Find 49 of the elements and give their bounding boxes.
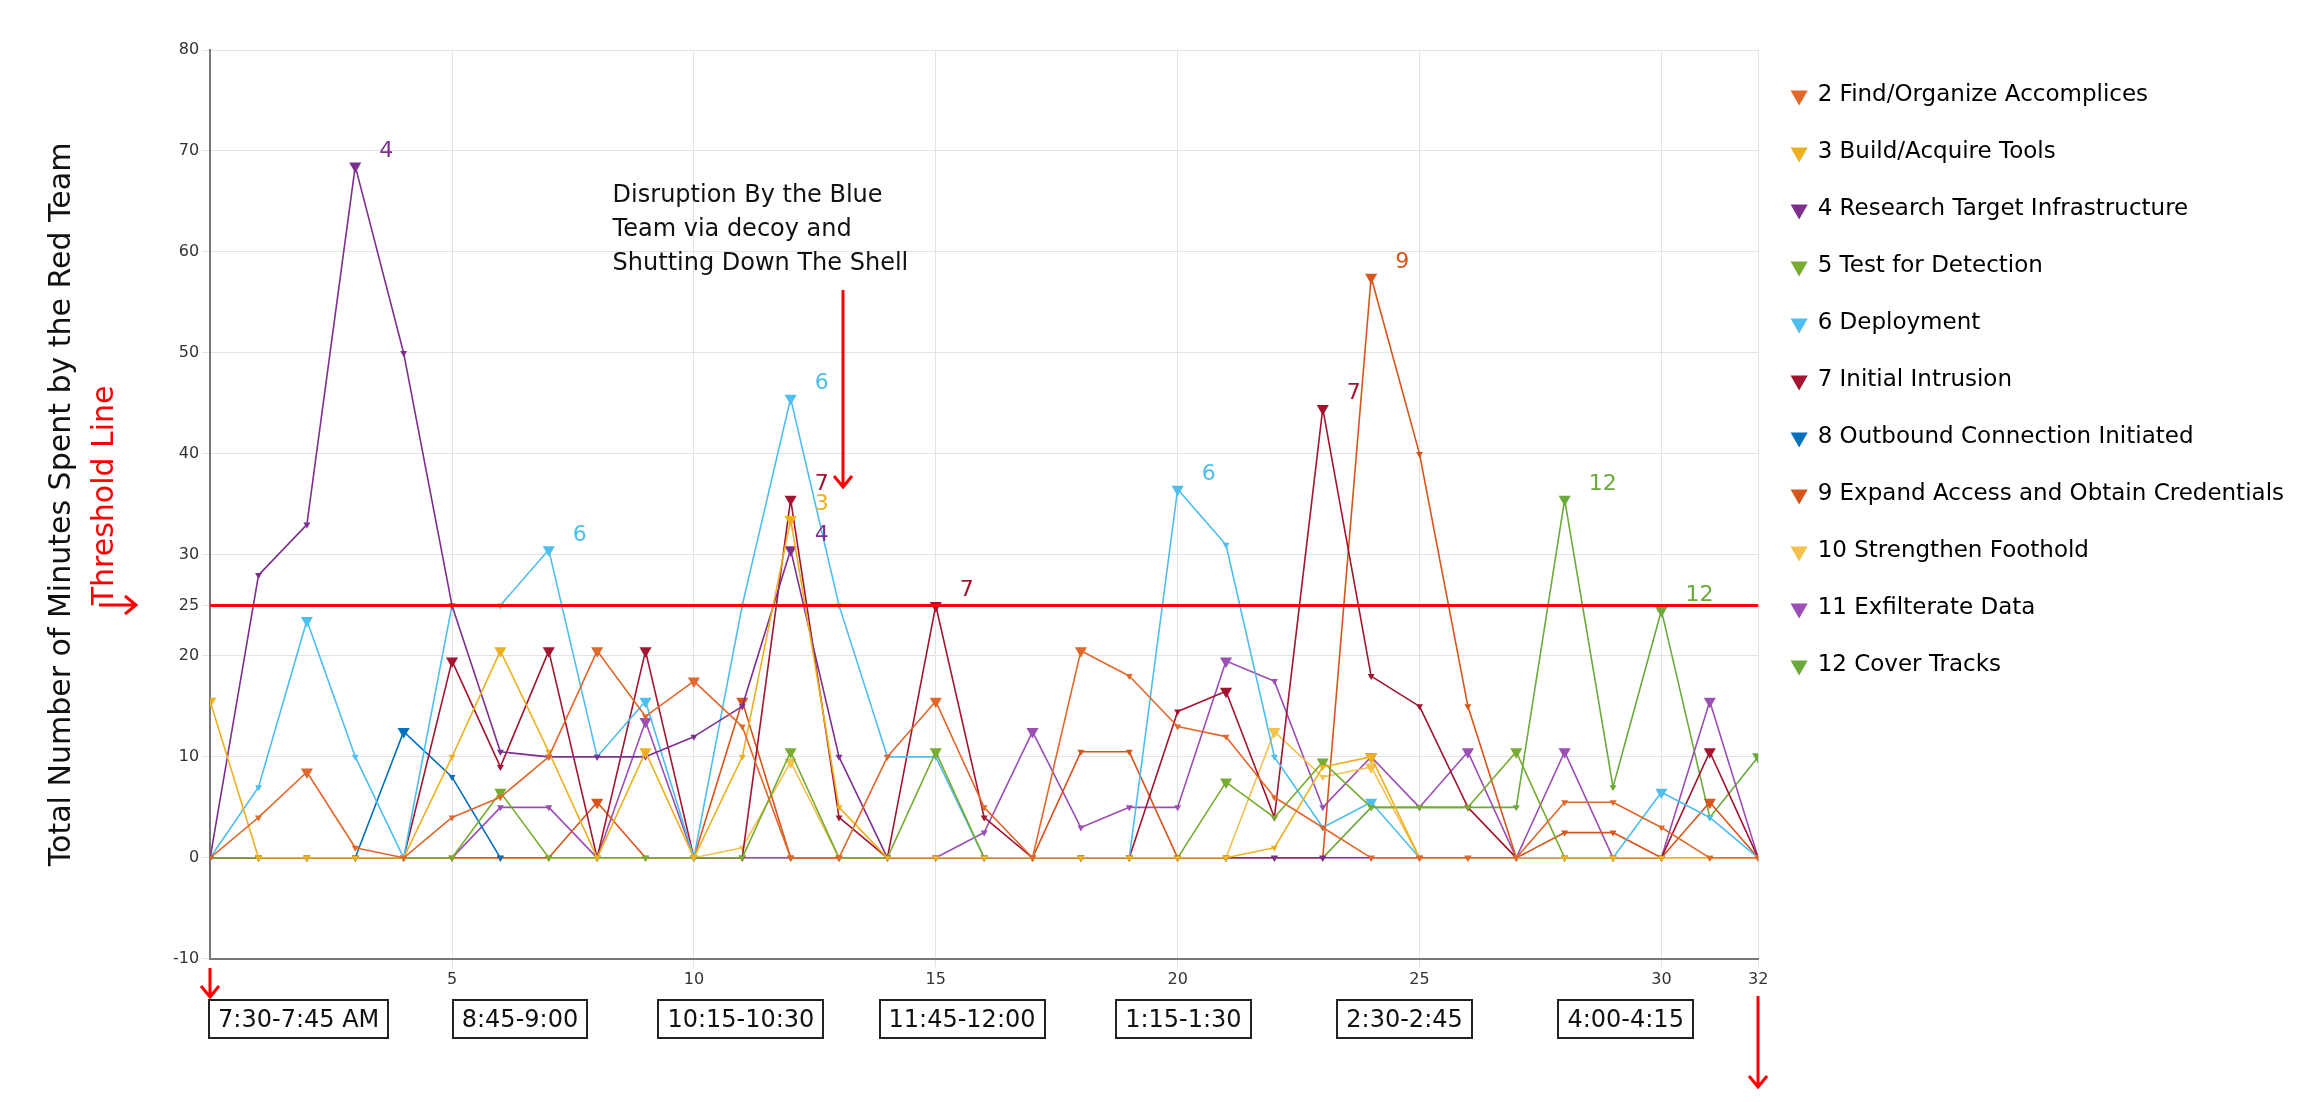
x-tick-label: 25: [1409, 968, 1430, 988]
text: 7:30-7:45 AM: [208, 998, 390, 1039]
y-tick-label: 40: [178, 443, 200, 463]
legend-label: 12 Cover Tracks: [1817, 650, 2002, 677]
x-tick-label: 10: [683, 968, 705, 988]
annotation: 7: [959, 576, 974, 602]
annotation: 12: [1588, 470, 1617, 496]
y-tick-label: 80: [178, 39, 200, 59]
y-tick-label: 25: [178, 594, 200, 614]
annotation: Disruption By the Blue Team via decoy and Shutting Down The Shell: [612, 179, 910, 279]
legend-label: 8 Outbound Connection Initiated: [1817, 422, 2194, 449]
annotation: 6: [572, 520, 587, 546]
y-tick-label: 0: [188, 846, 200, 866]
legend-label: 2 Find/Organize Accomplices: [1817, 80, 2149, 107]
legend-label: 11 Exfilterate Data: [1817, 593, 2036, 620]
x-tick-label: 15: [925, 968, 946, 988]
x-tick-label: 20: [1167, 968, 1188, 988]
y-tick-label: -10: [172, 947, 200, 967]
annotation: 3: [814, 490, 829, 516]
x-tick-label: 30: [1651, 968, 1672, 988]
ref-line-label: Threshold Line: [84, 385, 120, 607]
y-tick-label: 10: [178, 746, 200, 765]
legend-label: 7 Initial Intrusion: [1817, 365, 2012, 392]
legend-label: 5 Test for Detection: [1817, 251, 2043, 278]
text: 4:00-4:15: [1557, 998, 1694, 1039]
annotation: 6: [814, 369, 829, 395]
annotation: 4: [379, 136, 394, 162]
x-tick-label: 32: [1747, 968, 1769, 988]
legend-label: 3 Build/Acquire Tools: [1817, 137, 2056, 164]
y-tick-label: 60: [178, 241, 200, 261]
annotation: 9: [1395, 247, 1410, 273]
y-tick-label: 30: [178, 544, 200, 564]
y-tick-label: 20: [178, 645, 200, 665]
y-tick-label: 50: [178, 342, 200, 362]
annotation: 7: [1346, 379, 1361, 405]
text: 8:45-9:00: [451, 998, 589, 1039]
annotation: 6: [1201, 459, 1216, 485]
y-axis-title: Total Number of Minutes Spent by the Red Team: [41, 142, 77, 868]
text: 2:30-2:45: [1336, 998, 1473, 1039]
annotation: 12: [1685, 581, 1714, 607]
legend-label: 6 Deployment: [1817, 308, 1981, 335]
text: 10:15-10:30: [657, 998, 825, 1039]
x-tick-label: 5: [446, 968, 458, 988]
y-tick-label: 70: [178, 140, 200, 160]
text: 11:45-12:00: [878, 998, 1046, 1039]
legend-label: 4 Research Target Infrastructure: [1817, 194, 2189, 221]
legend-label: 9 Expand Access and Obtain Credentials: [1817, 479, 2284, 506]
legend-label: 10 Strengthen Foothold: [1817, 536, 2089, 563]
text: 1:15-1:30: [1115, 998, 1252, 1039]
